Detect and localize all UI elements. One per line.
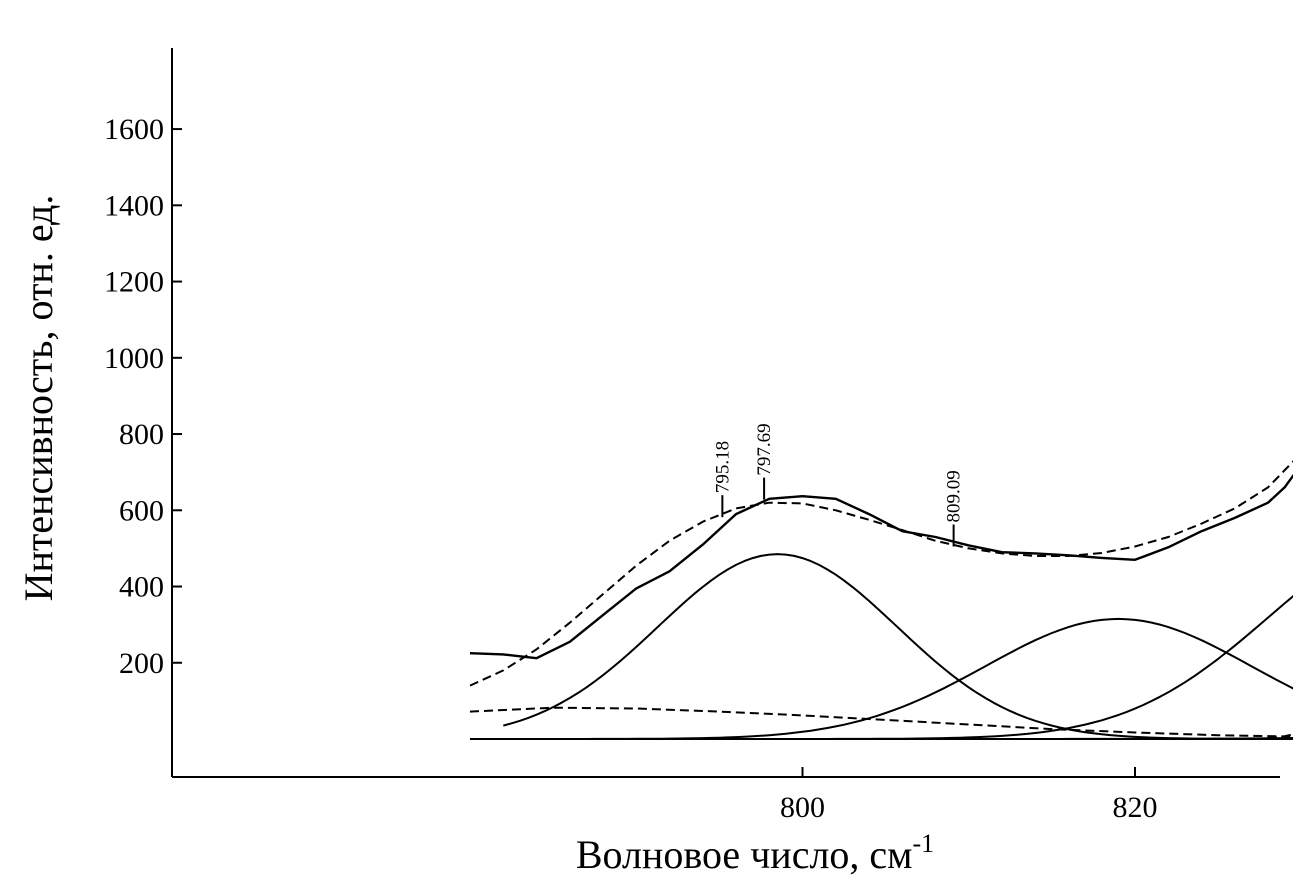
y-tick-label-1200: 1200 bbox=[104, 266, 164, 299]
y-axis-title: Интенсивность, отн. ед. bbox=[16, 195, 61, 602]
annotation-label-797.69: 797.69 bbox=[754, 423, 775, 475]
y-tick-label-1600: 1600 bbox=[104, 113, 164, 146]
y-tick-label-400: 400 bbox=[119, 571, 164, 604]
axes bbox=[171, 48, 1280, 778]
x-tick-label-800: 800 bbox=[780, 791, 825, 824]
series-line-2 bbox=[469, 460, 1293, 687]
x-axis-title-superscript: -1 bbox=[913, 829, 935, 858]
y-ticks: 200 400 600 800 1000 1200 1400 1600 bbox=[104, 113, 182, 680]
x-tick-label-820: 820 bbox=[1113, 791, 1158, 824]
x-axis-title: Волновое число, см-1 bbox=[576, 829, 934, 877]
series-line-4 bbox=[503, 617, 1293, 740]
y-tick-label-600: 600 bbox=[119, 494, 164, 527]
series-line-1 bbox=[469, 473, 1293, 660]
series-group bbox=[469, 460, 1293, 740]
y-tick-label-1000: 1000 bbox=[104, 342, 164, 375]
peak-annotations: 795.18797.69809.09829.94838.64875.91881.… bbox=[712, 403, 1293, 547]
y-tick-label-1400: 1400 bbox=[104, 189, 164, 222]
annotation-label-829.94: 829.94 bbox=[1290, 403, 1293, 456]
series-line-7 bbox=[503, 737, 1293, 740]
annotation-label-809.09: 809.09 bbox=[944, 470, 965, 522]
x-ticks: 800820840860880900 bbox=[780, 767, 1158, 824]
series-line-3 bbox=[503, 553, 1293, 740]
series-line-9 bbox=[469, 706, 1293, 738]
y-tick-label-800: 800 bbox=[119, 418, 164, 451]
y-tick-label-200: 200 bbox=[119, 647, 164, 680]
annotation-label-795.18: 795.18 bbox=[712, 441, 733, 493]
